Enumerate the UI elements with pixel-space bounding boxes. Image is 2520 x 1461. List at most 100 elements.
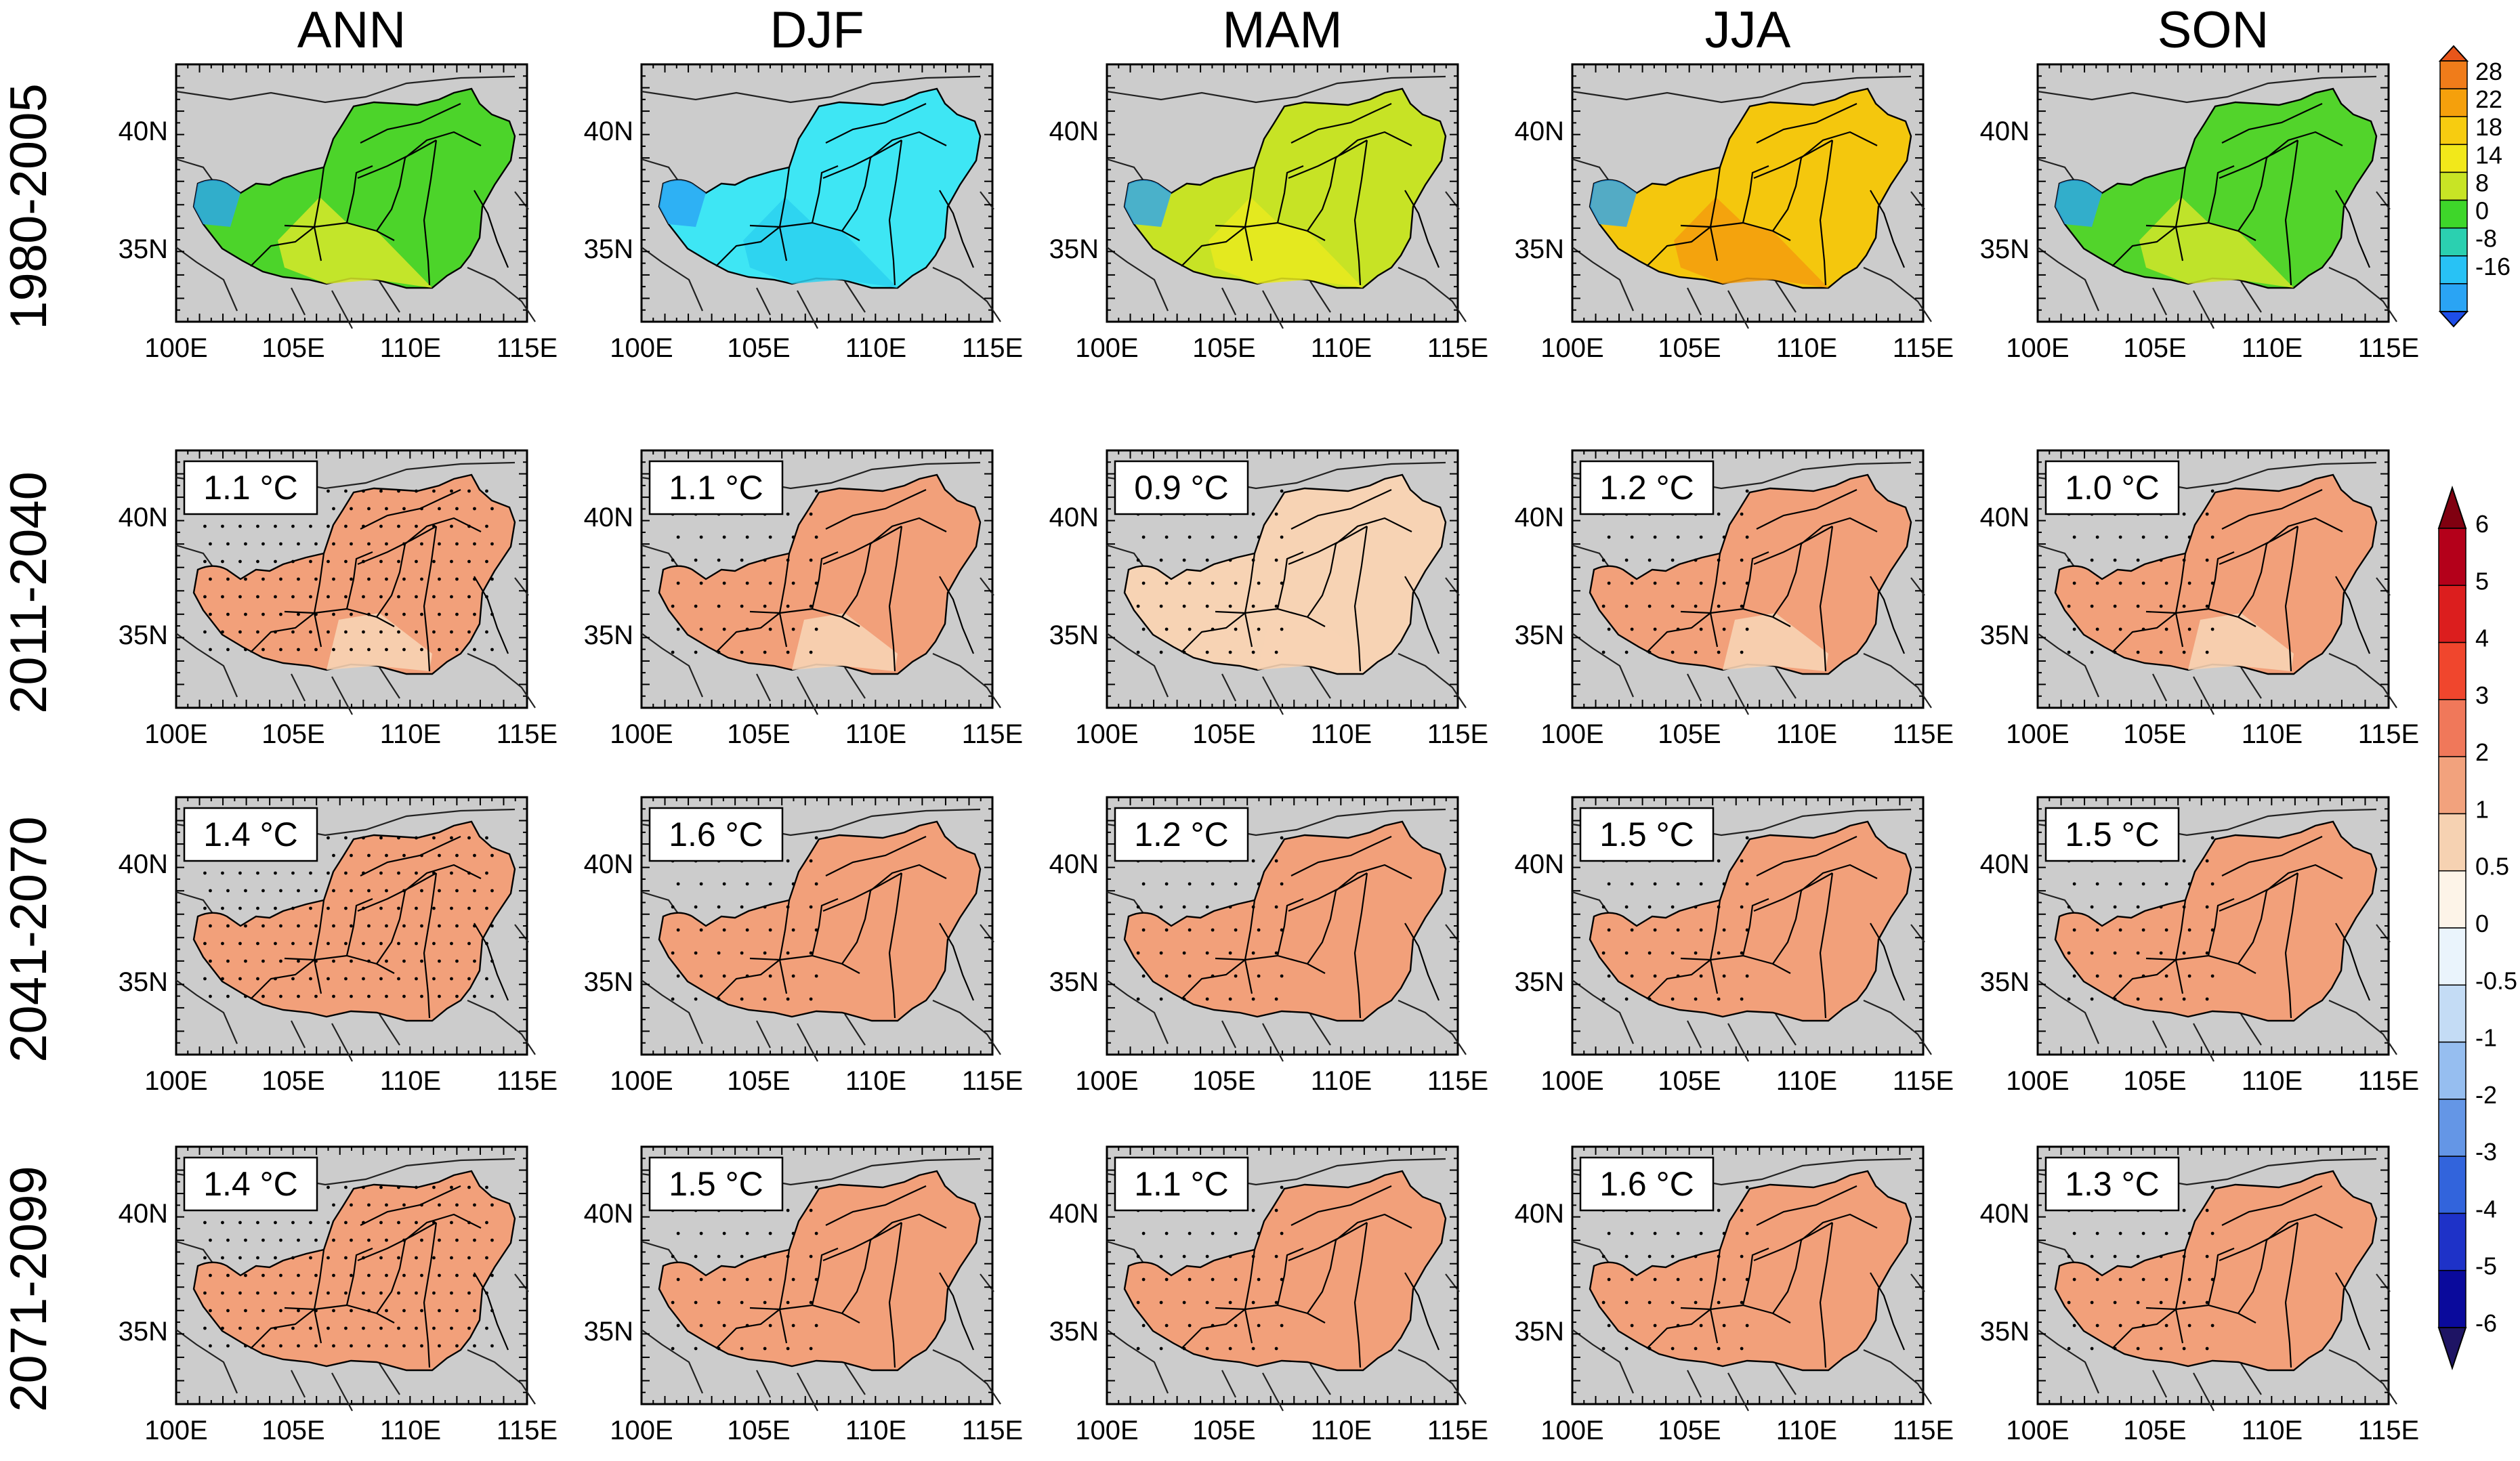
stipple-dot (2067, 1300, 2071, 1305)
season-titles: ANN DJF MAM JJA SON (297, 1, 2269, 59)
stipple-dot (1607, 1231, 1611, 1235)
lon-tick-label: 115E (1427, 333, 1488, 363)
stipple-dot (2095, 882, 2099, 886)
stipple-dot (256, 941, 259, 946)
stipple-dot (1624, 1347, 1629, 1351)
map-panel-2041-2070-ann: 1.4 °C 100E 105E 110E 115E 40N 35N (119, 796, 558, 1096)
stipple-dot (1211, 627, 1215, 631)
stipple-dot (473, 1309, 476, 1313)
stipple-dot (2210, 928, 2214, 932)
stipple-dot (1274, 859, 1278, 863)
stipple-dot (279, 994, 282, 998)
light-warming-patch (1257, 613, 1363, 671)
stipple-dot (1624, 558, 1629, 562)
lon-tick-label: 115E (1427, 1066, 1488, 1096)
stipple-dot (2187, 928, 2191, 932)
stipple-dot (385, 924, 388, 928)
stipple-dot (1624, 1254, 1629, 1258)
stipple-dot (1653, 928, 1657, 932)
stipple-dot (2072, 1231, 2076, 1235)
stipple-dot (1228, 905, 1232, 909)
stipple-dot (1141, 1231, 1146, 1235)
stipple-dot (450, 630, 453, 634)
stipple-dot (397, 836, 400, 840)
stipple-dot (309, 1326, 312, 1330)
stipple-dot (291, 524, 295, 528)
stipple-dot (1717, 1300, 1721, 1305)
stipple-dot (1251, 997, 1255, 1001)
stipple-dot (763, 604, 767, 608)
stipple-dot (1699, 581, 1703, 585)
stipple-dot (1717, 604, 1721, 608)
stipple-dot (2210, 882, 2214, 886)
stipple-dot (467, 836, 471, 840)
stipple-dot (699, 1231, 703, 1235)
stipple-dot (362, 630, 365, 634)
stipple-dot (1601, 1254, 1605, 1258)
colorbar-segment (2438, 1269, 2466, 1328)
stipple-dot (763, 905, 767, 909)
stipple-dot (1188, 1277, 1192, 1282)
stipple-dot (438, 1344, 441, 1348)
lon-tick-label: 115E (2358, 333, 2419, 363)
stipple-dot (1740, 650, 1744, 654)
stipple-dot (763, 1254, 767, 1258)
stipple-dot (2090, 1300, 2094, 1305)
stipple-dot (809, 1208, 813, 1212)
lon-tick-label: 100E (144, 719, 207, 749)
stipple-dot (379, 489, 383, 493)
stipple-dot (1257, 928, 1261, 932)
stipple-dot (768, 928, 772, 932)
stipple-dot (1607, 882, 1611, 886)
stipple-dot (791, 1277, 795, 1282)
stipple-dot (238, 630, 242, 634)
stipple-dot (1601, 650, 1605, 654)
lat-tick-label: 40N (1980, 117, 2030, 146)
stipple-dot (397, 977, 400, 981)
stipple-dot (473, 1344, 476, 1348)
stipple-dot (1676, 1231, 1680, 1235)
stipple-dot (467, 977, 471, 981)
stipple-dot (809, 859, 813, 863)
stipple-dot (1234, 627, 1238, 631)
anomaly-label-box (1114, 460, 1249, 515)
map-panel-2011-2040-djf: 1.1 °C 100E 105E 110E 115E 40N 35N (584, 449, 1023, 749)
stipple-dot (2164, 882, 2168, 886)
stipple-dot (1228, 650, 1232, 654)
lon-tick-label: 100E (144, 333, 207, 363)
map-panel-2041-2070-son: 1.5 °C 100E 105E 110E 115E 40N 35N (1980, 796, 2419, 1096)
stipple-dot (2182, 1254, 2186, 1258)
stipple-dot (367, 924, 371, 928)
stipple-dot (2205, 650, 2209, 654)
stipple-dot (2182, 859, 2186, 863)
stipple-dot (1257, 1277, 1261, 1282)
stipple-dot (1717, 650, 1721, 654)
stipple-dot (791, 581, 795, 585)
stipple-dot (244, 889, 247, 893)
stipple-dot (467, 1291, 471, 1295)
stipple-dot (1624, 997, 1629, 1001)
stipple-dot (485, 977, 488, 981)
stipple-dot (473, 577, 476, 581)
stipple-dot (1211, 1277, 1215, 1282)
stipple-dot (1717, 859, 1721, 863)
stipple-dot (455, 612, 459, 616)
stipple-dot (256, 871, 259, 875)
axis-ticks (1572, 1146, 1924, 1405)
stipple-dot (1607, 1324, 1611, 1328)
stipple-dot (2136, 951, 2140, 955)
anomaly-label-box (183, 460, 318, 515)
stipple-dot (226, 612, 230, 616)
stipple-dot (379, 630, 383, 634)
stipple-dot (297, 648, 300, 652)
lat-tick-label: 40N (1980, 1199, 2030, 1229)
stipple-dot (2141, 974, 2145, 978)
stipple-dot (450, 941, 453, 946)
lon-tick-label: 105E (1658, 719, 1721, 749)
axis-ticks (1572, 797, 1924, 1055)
stipple-dot (2205, 905, 2209, 909)
map-panel-2071-2099-jja: 1.6 °C 100E 105E 110E 115E 40N 35N (1515, 1145, 1954, 1445)
stipple-dot (768, 1231, 772, 1235)
stipple-dot (1164, 627, 1169, 631)
stipple-dot (309, 1291, 312, 1295)
